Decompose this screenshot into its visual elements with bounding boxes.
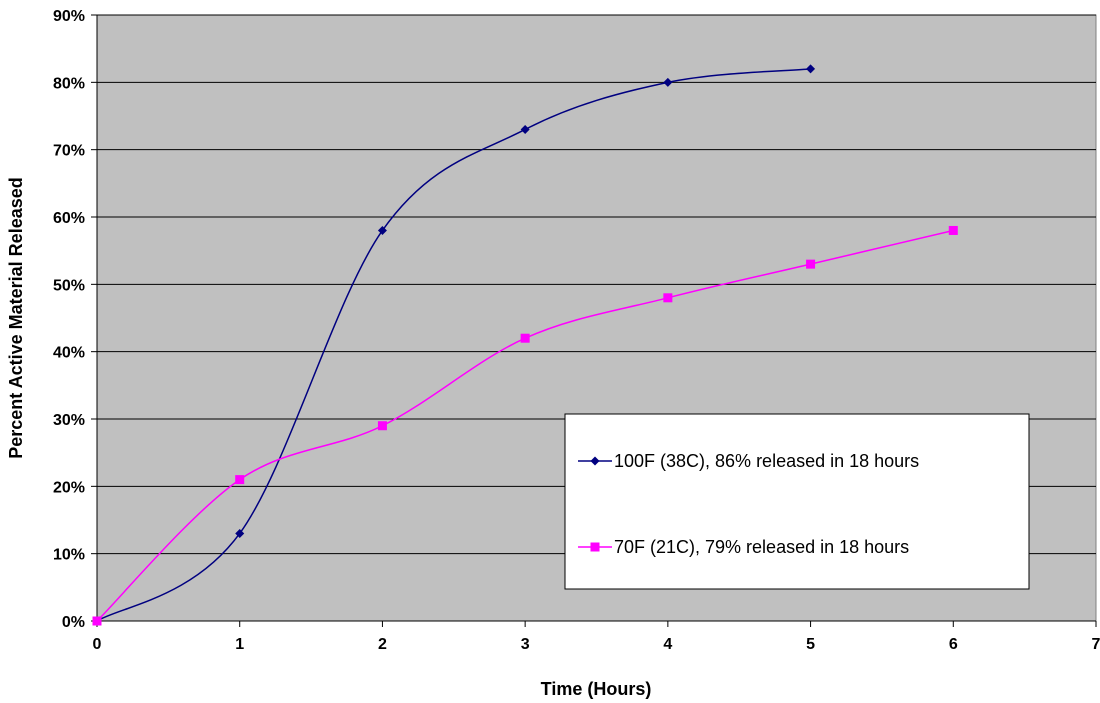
y-axis-title: Percent Active Material Released bbox=[6, 177, 26, 458]
series-2 bbox=[92, 225, 958, 626]
data-point-diamond bbox=[520, 124, 530, 134]
y-tick-label: 0% bbox=[62, 614, 85, 631]
x-tick-label: 5 bbox=[806, 636, 815, 653]
legend-box bbox=[564, 413, 1030, 590]
x-axis-title: Time (Hours) bbox=[541, 679, 652, 699]
data-point-diamond bbox=[663, 77, 673, 87]
x-tick-label: 4 bbox=[663, 636, 672, 653]
data-point-diamond bbox=[377, 225, 387, 235]
legend-marker-diamond bbox=[590, 456, 600, 466]
axes bbox=[91, 14, 1097, 627]
x-tick-label: 6 bbox=[949, 636, 958, 653]
data-point-square bbox=[520, 333, 530, 343]
legend: 100F (38C), 86% released in 18 hours 70F… bbox=[564, 413, 1030, 590]
x-tick-label: 1 bbox=[235, 636, 244, 653]
data-point-square bbox=[948, 225, 958, 235]
y-tick-label: 50% bbox=[53, 277, 85, 294]
y-tick-label: 60% bbox=[53, 210, 85, 227]
y-tick-label: 70% bbox=[53, 143, 85, 160]
data-point-square bbox=[806, 259, 816, 269]
series-1 bbox=[92, 64, 816, 626]
y-tick-label: 20% bbox=[53, 479, 85, 496]
y-tick-label: 90% bbox=[53, 8, 85, 25]
data-point-square bbox=[377, 421, 387, 431]
data-point-square bbox=[663, 293, 673, 303]
y-tick-label: 10% bbox=[53, 547, 85, 564]
x-tick-label: 3 bbox=[521, 636, 530, 653]
legend-label-series-2: 70F (21C), 79% released in 18 hours bbox=[614, 537, 909, 557]
tick-labels: 0% 10% 20% 30% 40% 50% 60% 70% 80% 90% 0 1 2 3 4 5 6 7 bbox=[53, 8, 1100, 653]
x-tick-label: 0 bbox=[93, 636, 102, 653]
data-point-diamond bbox=[235, 528, 245, 538]
series-layer bbox=[92, 64, 958, 626]
legend-marker-square bbox=[590, 542, 600, 552]
y-tick-label: 40% bbox=[53, 345, 85, 362]
data-point-diamond bbox=[806, 64, 816, 74]
legend-label-series-1: 100F (38C), 86% released in 18 hours bbox=[614, 451, 919, 471]
x-tick-label: 7 bbox=[1092, 636, 1100, 653]
x-tick-label: 2 bbox=[378, 636, 387, 653]
y-tick-label: 80% bbox=[53, 75, 85, 92]
y-tick-label: 30% bbox=[53, 412, 85, 429]
data-point-square bbox=[235, 475, 245, 485]
data-point-square bbox=[92, 616, 102, 626]
